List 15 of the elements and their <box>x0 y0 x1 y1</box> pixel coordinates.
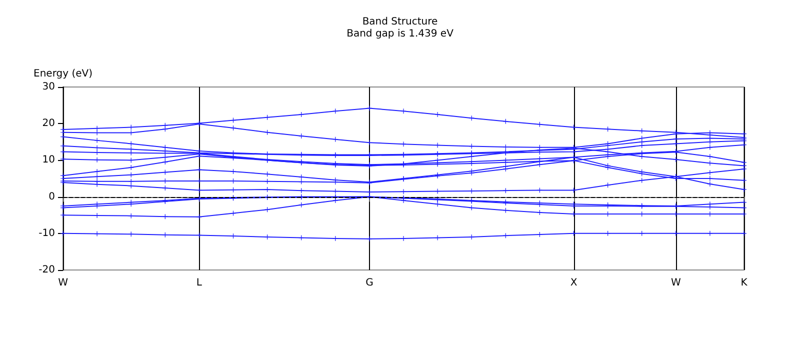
chart-subtitle: Band gap is 1.439 eV <box>346 28 454 40</box>
y-tick-label: 30 <box>42 82 55 92</box>
y-tick-label: 10 <box>42 154 55 166</box>
x-tick-label: X <box>570 278 578 288</box>
x-tick-label: K <box>740 278 748 288</box>
y-axis-title: Energy (eV) <box>34 68 93 80</box>
y-tick-label: -10 <box>38 228 55 239</box>
x-tick-label: G <box>366 278 374 288</box>
x-tick-label: W <box>58 278 68 288</box>
x-tick-label: W <box>670 278 681 288</box>
y-tick-label: 20 <box>42 118 55 130</box>
y-tick-label: -20 <box>38 264 55 276</box>
x-tick-label: L <box>196 278 202 288</box>
y-tick-label: 0 <box>48 191 55 202</box>
chart-title: Band Structure <box>362 16 438 28</box>
